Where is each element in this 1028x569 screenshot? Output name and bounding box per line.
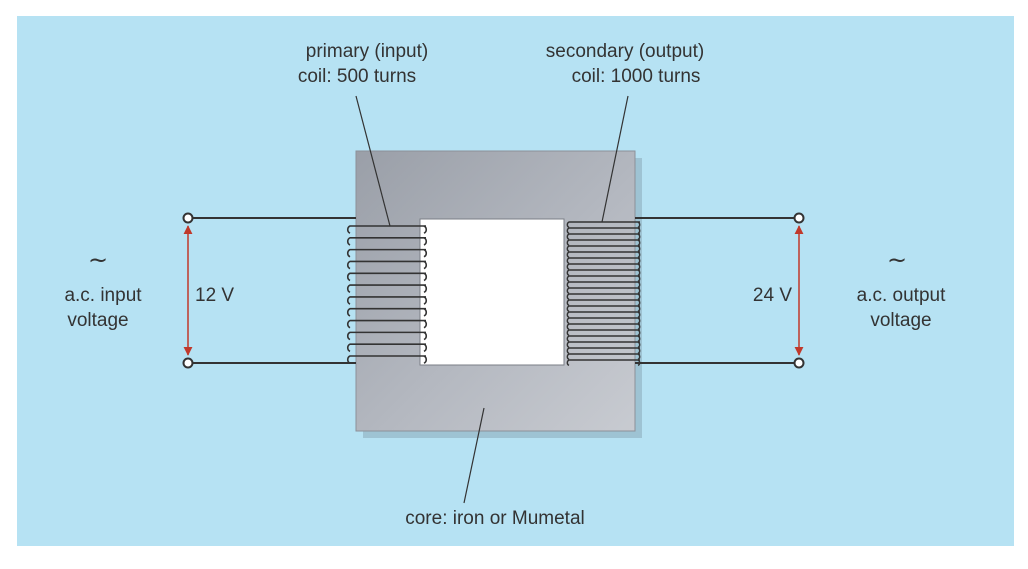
primary-coil-turn-edge (423, 284, 428, 294)
input-voltage-value: 12 V (195, 285, 234, 306)
secondary-coil-turn-edge (637, 263, 641, 271)
secondary-coil-turn-edge (637, 347, 641, 355)
secondary-coil-turn (566, 239, 640, 247)
secondary-coil-turn (566, 269, 640, 277)
primary-coil-turn-edge (423, 260, 428, 270)
secondary-coil-turn-edge (637, 245, 641, 253)
output-ac-symbol: ~ (887, 246, 907, 274)
primary-coil-turn (346, 343, 426, 353)
secondary-coil-turn (566, 263, 640, 271)
secondary-coil-turn-edge (637, 341, 641, 349)
input-ac-symbol: ~ (88, 246, 108, 274)
secondary-coil-turn (566, 335, 640, 343)
primary-coil-turn (346, 355, 426, 364)
primary-coil-turn (346, 284, 426, 294)
secondary-coil-turn (566, 281, 640, 289)
secondary-coil-turn-edge (637, 323, 641, 331)
secondary-coil-turn-edge (637, 275, 641, 283)
primary-coil-turn-edge (423, 343, 428, 353)
output-circuit (635, 212, 805, 369)
secondary-coil-turn (566, 227, 640, 235)
primary-coil-turn (346, 272, 426, 282)
primary-coil-turn (346, 331, 426, 341)
primary-coil-turn (346, 319, 426, 329)
primary-coil-turn (346, 225, 426, 234)
primary-coil-turn-edge (423, 308, 428, 317)
secondary-coil-turn (566, 233, 640, 241)
primary-coil-turn (346, 260, 426, 270)
output-voltage-value: 24 V (753, 285, 792, 306)
secondary-coil-turn-edge (637, 233, 641, 241)
primary-coil-turn-edge (423, 248, 428, 258)
output-label-line2: voltage (870, 310, 931, 331)
secondary-coil-turn (566, 353, 640, 361)
primary-coil-turn (346, 248, 426, 258)
primary-coil-turn (346, 307, 426, 317)
input-terminal-top (182, 212, 194, 224)
core-label: core: iron or Mumetal (405, 508, 585, 529)
primary-coil-turn-edge (423, 237, 428, 246)
secondary-coil-turn-edge (637, 311, 641, 319)
secondary-coil-turn (566, 251, 640, 259)
input-circuit (182, 212, 356, 369)
secondary-coil-turn-edge (637, 257, 641, 265)
secondary-coil-turn-edge (637, 281, 641, 289)
input-label-line2: voltage (67, 310, 128, 331)
secondary-coil-turn-edge (637, 269, 641, 277)
primary-coil-turn (346, 296, 426, 305)
secondary-coil-turn-edge (637, 359, 641, 367)
secondary-coil-turn (566, 317, 640, 325)
secondary-coil-turn-edge (637, 221, 641, 229)
secondary-coil-turn (566, 257, 640, 265)
secondary-coil (566, 221, 641, 367)
output-terminal-bottom (793, 357, 805, 369)
primary-label-line2: coil: 500 turns (298, 66, 416, 87)
primary-coil-turn-edge (423, 319, 428, 329)
secondary-coil-turn-edge (637, 317, 641, 325)
output-label-line1: a.c. output (857, 285, 946, 306)
secondary-coil-turn-edge (637, 299, 641, 307)
primary-coil-turn (346, 237, 426, 246)
primary-leader-line (355, 95, 391, 227)
primary-label-line1: primary (input) (306, 41, 428, 62)
core-window (419, 218, 565, 366)
primary-coil-turn-edge (423, 331, 428, 341)
secondary-coil-turn-edge (637, 329, 641, 337)
secondary-leader-line (601, 95, 629, 223)
secondary-coil-turn-edge (637, 227, 641, 235)
secondary-coil-turn (566, 299, 640, 307)
secondary-coil-turn (566, 221, 640, 229)
secondary-coil-turn (566, 275, 640, 283)
core-leader-line (463, 407, 485, 504)
secondary-coil-turn (566, 293, 640, 301)
primary-coil-turn-edge (423, 296, 428, 305)
secondary-coil-turn (566, 311, 640, 319)
secondary-coil-turn (566, 287, 640, 295)
output-terminal-top (793, 212, 805, 224)
secondary-coil-turn (566, 341, 640, 349)
secondary-coil-turn-edge (637, 239, 641, 247)
secondary-coil-turn-edge (637, 353, 641, 361)
input-terminal-bottom (182, 357, 194, 369)
secondary-coil-turn-edge (637, 335, 641, 343)
secondary-label-line2: coil: 1000 turns (572, 66, 701, 87)
secondary-label-line1: secondary (output) (546, 41, 704, 62)
primary-coil-turn-edge (423, 225, 428, 234)
secondary-coil-turn (566, 305, 640, 313)
primary-coil-turn-edge (423, 355, 428, 364)
secondary-coil-turn (566, 359, 640, 367)
primary-coil (346, 225, 428, 364)
secondary-coil-turn (566, 347, 640, 355)
secondary-coil-turn-edge (637, 251, 641, 259)
secondary-coil-turn (566, 323, 640, 331)
secondary-coil-turn-edge (637, 293, 641, 301)
primary-coil-turn-edge (423, 272, 428, 282)
secondary-coil-turn (566, 245, 640, 253)
secondary-coil-turn (566, 329, 640, 337)
secondary-coil-turn-edge (637, 305, 641, 313)
secondary-coil-turn-edge (637, 287, 641, 295)
input-label-line1: a.c. input (64, 285, 142, 306)
